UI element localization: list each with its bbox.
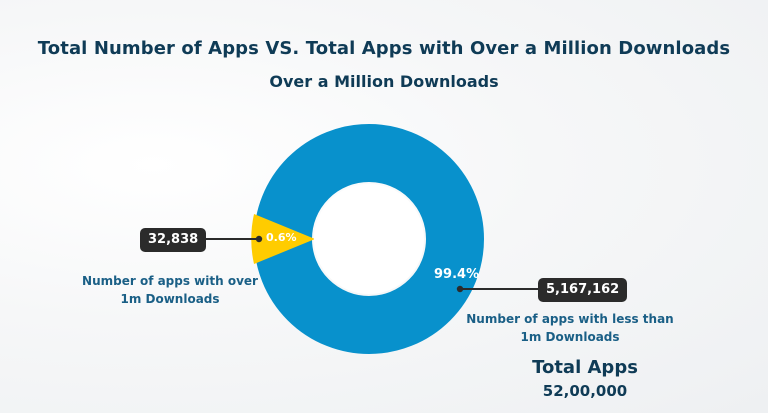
donut-hole — [314, 184, 424, 294]
slice-over-1m — [251, 214, 315, 264]
leader-dot-under — [456, 285, 464, 293]
callout-over-value: 32,838 — [140, 228, 207, 252]
pct-over: 0.6% — [266, 231, 297, 244]
chart-subtitle: Over a Million Downloads — [269, 72, 499, 91]
pct-under: 99.4% — [434, 267, 480, 282]
total-label: Total Apps — [532, 357, 638, 378]
leader-dot-over — [255, 235, 263, 243]
chart-title: Total Number of Apps VS. Total Apps with… — [37, 38, 731, 59]
total-value: 52,00,000 — [542, 382, 628, 400]
label-over: Number of apps with over 1m Downloads — [82, 274, 258, 306]
callout-under-value: 5,167,162 — [538, 278, 628, 302]
label-under: Number of apps with less than 1m Downloa… — [466, 312, 674, 344]
